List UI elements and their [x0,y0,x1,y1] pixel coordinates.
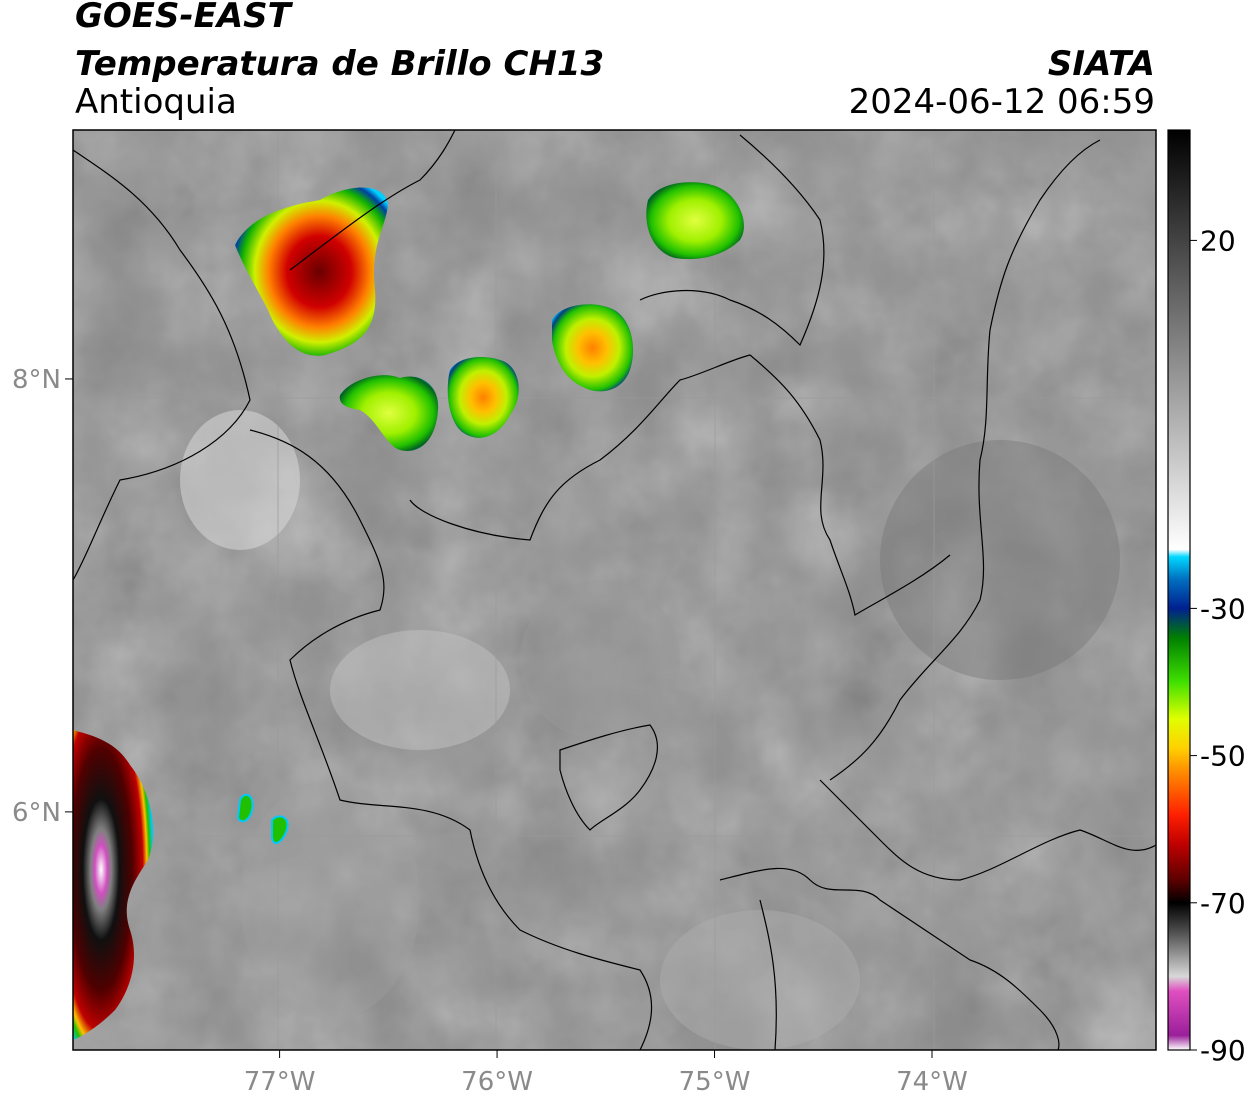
longitude-tick-label: 74°W [896,1067,968,1097]
cloud-texture [73,130,1156,1050]
cloud-patch [240,780,420,1020]
organization-label: SIATA [1047,44,1155,84]
storm-cell [447,357,519,438]
colorbar-tick-label: -50 [1200,740,1246,773]
latitude-axis: 8°N 6°N [12,365,73,828]
storm-cell [73,730,154,1040]
longitude-tick-label: 76°W [461,1067,533,1097]
cloud-patch [660,910,860,1050]
map-frame [72,129,1157,1051]
storm-cell [235,187,388,356]
datetime-label: 2024-06-12 06:59 [848,82,1155,122]
gridlines [73,130,1156,1050]
latitude-tick-label: 6°N [12,798,61,828]
colorbar-tick-label: -90 [1200,1034,1246,1067]
latitude-tick-label: 8°N [12,365,61,395]
colorbar-tick-label: -70 [1200,887,1246,920]
cloud-patch [520,580,680,740]
colorbar-tick-label: 20 [1200,224,1236,257]
longitude-tick-label: 75°W [679,1067,751,1097]
storm-cell [339,375,439,451]
storm-cell [271,815,289,845]
longitude-axis: 77°W 76°W 75°W 74°W [244,1050,968,1097]
colorbar-frame [1167,129,1191,1051]
storm-cell [236,793,254,823]
colorbar-tick-label: -30 [1200,592,1246,625]
colorbar-fill [1168,130,1190,1050]
satellite-title: GOES-EAST [75,0,291,36]
longitude-tick-label: 77°W [244,1067,316,1097]
cloud-patch [180,410,300,550]
storm-cell [646,182,744,260]
colorbar-ticks: 20 -30 -50 -70 -90 [1190,224,1246,1067]
cloud-patch [330,630,510,750]
cloud-patch [880,440,1120,680]
political-boundaries [73,130,1156,1050]
map-area [73,130,1156,1050]
product-title: Temperatura de Brillo CH13 [75,44,605,84]
colorbar: 20 -30 -50 -70 -90 [1167,129,1246,1067]
region-label: Antioquia [75,82,237,122]
storm-cell [552,304,634,392]
